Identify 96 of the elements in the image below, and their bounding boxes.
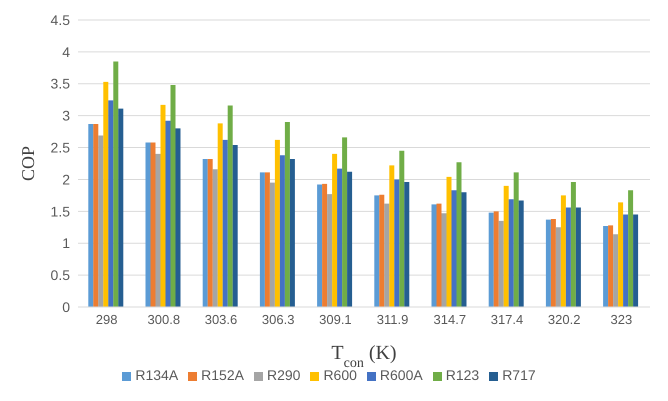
- bar: [441, 213, 446, 307]
- bar: [145, 142, 150, 307]
- bar: [384, 204, 390, 307]
- bar: [451, 190, 456, 307]
- bar: [98, 135, 104, 307]
- bar: [342, 137, 348, 307]
- y-tick-label: 4.5: [50, 12, 70, 28]
- y-tick-label: 2.5: [50, 140, 70, 156]
- bar: [550, 218, 556, 307]
- bar: [399, 150, 404, 307]
- x-tick-label: 311.9: [376, 312, 408, 328]
- bar: [498, 220, 504, 307]
- bar: [494, 211, 499, 307]
- legend-label: R152A: [201, 367, 244, 383]
- bar: [160, 104, 166, 307]
- y-tick-label: 4: [62, 44, 70, 60]
- legend-label: R290: [266, 367, 300, 383]
- bar: [613, 234, 618, 307]
- x-tick-label: 309.1: [319, 312, 352, 328]
- y-tick-label: 1: [62, 235, 70, 252]
- bar: [155, 154, 160, 307]
- bar: [347, 172, 352, 307]
- y-tick-label: 0: [62, 298, 70, 315]
- bar: [327, 194, 332, 307]
- bar: [228, 105, 233, 307]
- y-axis-title: COP: [18, 146, 38, 182]
- bar: [202, 159, 208, 307]
- bar: [514, 172, 519, 307]
- bar: [379, 194, 384, 307]
- bar: [508, 199, 514, 307]
- bar: [274, 140, 280, 307]
- bar: [560, 195, 566, 307]
- bar: [546, 220, 551, 307]
- bar: [113, 61, 118, 307]
- bar: [93, 124, 98, 307]
- bar: [332, 154, 338, 307]
- bar: [461, 192, 466, 307]
- bar: [280, 155, 285, 307]
- y-tick-label: 1.5: [50, 203, 70, 220]
- bar: [431, 204, 436, 307]
- bar: [628, 190, 634, 307]
- bar: [374, 195, 380, 307]
- y-tick-label: 2: [62, 171, 70, 188]
- bar: [456, 162, 462, 307]
- bar: [556, 227, 561, 307]
- x-tick-label: 317.4: [490, 312, 524, 328]
- bar: [103, 82, 108, 307]
- bar: [150, 142, 156, 307]
- legend-label: R134A: [135, 367, 178, 383]
- bar: [608, 225, 614, 307]
- bar: [566, 208, 571, 307]
- bar: [317, 184, 322, 307]
- bar: [118, 108, 124, 307]
- bar: [488, 212, 494, 307]
- bar: [436, 204, 442, 307]
- bar: [264, 172, 270, 307]
- bar: [404, 182, 410, 307]
- bar: [446, 176, 452, 307]
- bar: [222, 140, 228, 307]
- x-tick-label: 314.7: [434, 312, 466, 328]
- bar: [504, 186, 509, 307]
- bar: [603, 226, 608, 307]
- x-tick-label: 323: [610, 312, 632, 328]
- x-tick-label: 303.6: [204, 312, 238, 328]
- bar: [290, 159, 295, 307]
- bar: [260, 172, 265, 307]
- x-tick-label: 300.8: [148, 312, 180, 328]
- bar: [337, 168, 342, 307]
- bar: [570, 182, 576, 307]
- bar: [208, 159, 213, 307]
- bar: [576, 208, 581, 307]
- bar: [218, 123, 223, 307]
- y-tick-label: 3: [62, 108, 70, 124]
- bar: [623, 214, 628, 307]
- bar: [394, 179, 400, 307]
- bar: [270, 182, 275, 307]
- bar: [633, 214, 638, 307]
- bar: [322, 184, 328, 307]
- legend-label: R123: [446, 367, 480, 383]
- bar: [389, 165, 394, 307]
- bar: [165, 120, 170, 307]
- bar: [170, 85, 176, 307]
- bar: [88, 124, 94, 307]
- bar: [212, 169, 218, 307]
- x-tick-label: 298: [96, 312, 118, 328]
- y-tick-label: 3.5: [50, 76, 70, 92]
- bar: [108, 100, 114, 307]
- bar: [284, 122, 290, 307]
- bar: [618, 202, 624, 307]
- x-tick-label: 320.2: [548, 312, 580, 328]
- y-tick-label: 0.5: [50, 267, 70, 284]
- bar: [518, 200, 524, 307]
- bar: [232, 145, 238, 307]
- legend-label: R717: [502, 367, 536, 383]
- x-tick-label: 306.3: [262, 312, 294, 328]
- bar: [175, 128, 180, 307]
